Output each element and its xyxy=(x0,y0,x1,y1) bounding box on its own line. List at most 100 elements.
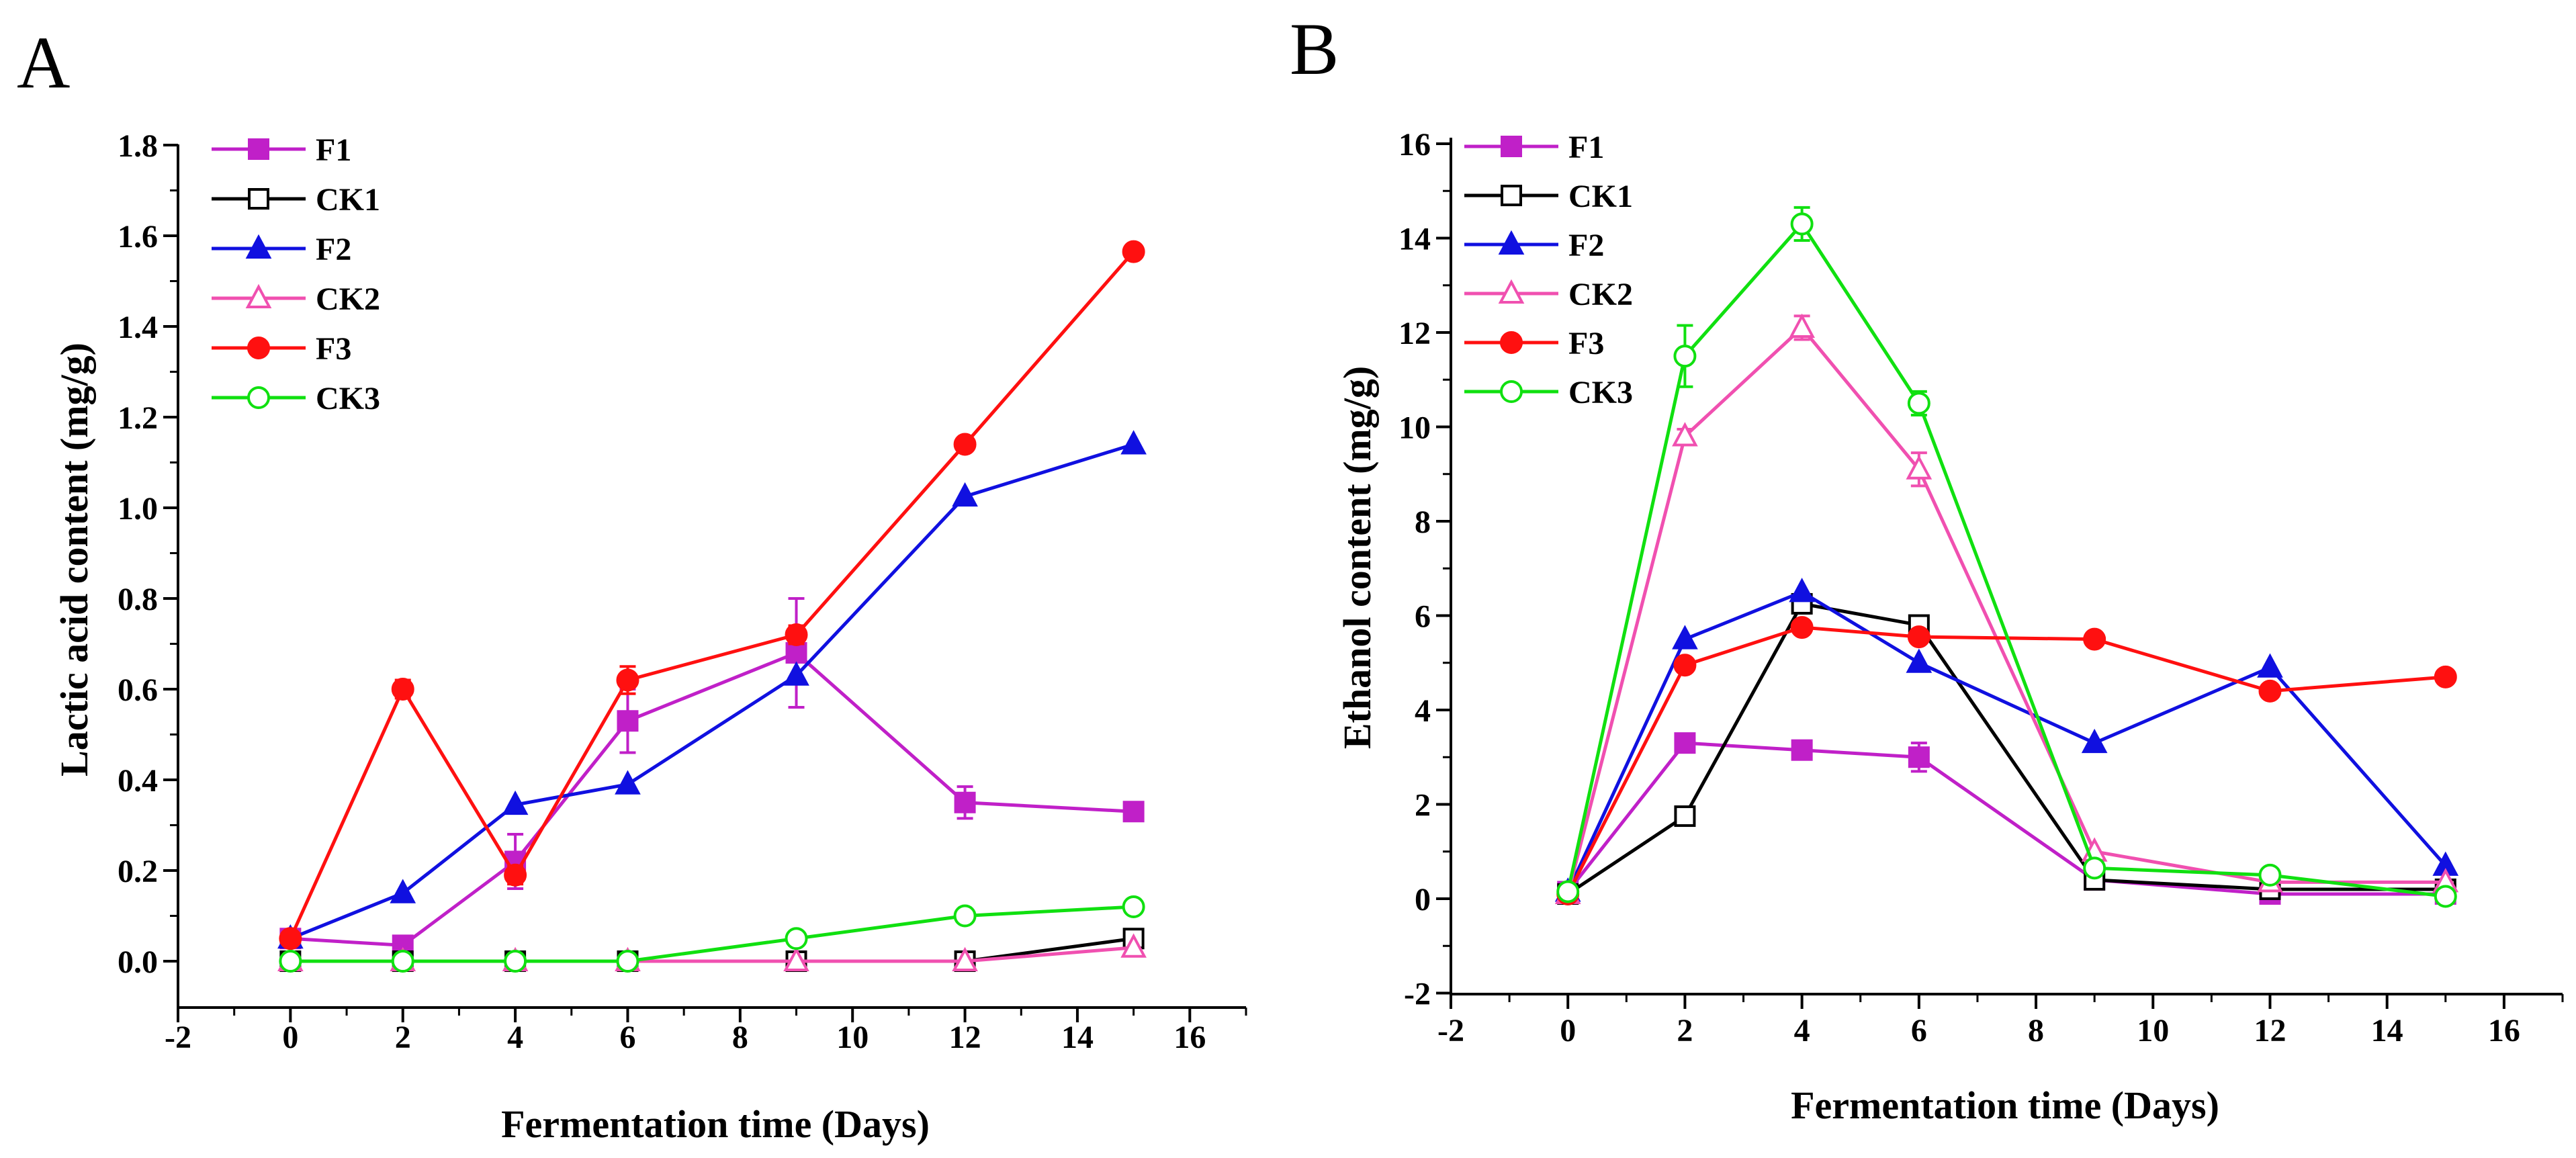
legend: F1 CK1 F2 CK2 F3 CK3 xyxy=(212,132,380,416)
series-line xyxy=(290,443,1135,940)
data-point xyxy=(1790,616,1814,639)
data-point xyxy=(502,790,529,815)
data-point xyxy=(390,879,416,903)
panel-b-letter: B xyxy=(1290,8,1339,90)
data-point xyxy=(504,950,527,973)
data-point xyxy=(952,946,978,971)
panel-b: B -2 0 2 4 6 8 10 12 14 16 -2 0 2 4 6 8 10 12 14 16 F1 CK1 F2 C… xyxy=(1290,8,2564,1127)
data-point xyxy=(1908,746,1930,768)
legend-label: F3 xyxy=(1568,326,1604,361)
data-point xyxy=(617,710,639,732)
y-tick-label: 1.4 xyxy=(118,310,158,345)
x-tick-label: 4 xyxy=(507,1020,523,1055)
series-line xyxy=(1566,602,2446,896)
legend-item: F1 xyxy=(212,132,351,168)
series-line xyxy=(290,651,1134,947)
data-point xyxy=(1673,345,1697,368)
data-point xyxy=(616,668,639,692)
panel-a-ylabel: Lactic acid content (mg/g) xyxy=(52,343,96,776)
y-tick-label: 1.0 xyxy=(118,491,158,527)
legend-item: CK1 xyxy=(212,182,380,218)
data-point xyxy=(1122,801,1145,823)
data-point xyxy=(1120,933,1147,958)
x-tick-label: -2 xyxy=(165,1020,191,1055)
data-point xyxy=(2434,885,2457,908)
data-point xyxy=(2434,665,2457,688)
series-line xyxy=(1566,221,2446,898)
data-point xyxy=(785,642,807,664)
x-tick-label: 12 xyxy=(2254,1013,2286,1049)
series-f3 xyxy=(279,240,1145,950)
legend-label: F3 xyxy=(316,331,351,367)
data-point xyxy=(2083,856,2106,880)
y-tick-label: 10 xyxy=(1398,410,1431,446)
y-tick-label: 4 xyxy=(1415,693,1431,729)
y-tick-label: 6 xyxy=(1415,599,1431,635)
legend-item: CK2 xyxy=(1464,277,1633,312)
legend-item: F2 xyxy=(212,232,351,267)
data-point xyxy=(1907,392,1930,415)
legend-item: F1 xyxy=(1464,130,1604,165)
data-point xyxy=(2257,653,2283,678)
data-point xyxy=(1906,648,1933,673)
y-tick-label: 1.8 xyxy=(118,128,158,164)
legend-marker xyxy=(248,138,269,160)
x-tick-label: 0 xyxy=(1560,1013,1576,1049)
panel-a: A 0.0 0.2 0.4 0.6 0.8 1.0 1.2 1.4 1.6 1.8 -2 0 2 4 6 8 1… xyxy=(17,21,1247,1146)
data-point xyxy=(1790,212,1814,236)
panel-b-ylabel: Ethanol content (mg/g) xyxy=(1335,366,1379,749)
legend-item: F3 xyxy=(212,331,351,367)
y-tick-label: 0.2 xyxy=(118,854,158,889)
data-point xyxy=(1791,739,1813,761)
data-point xyxy=(2083,627,2106,651)
y-tick-label: 16 xyxy=(1398,127,1431,163)
legend-label: CK1 xyxy=(1568,179,1633,214)
data-point xyxy=(279,950,302,973)
legend-marker xyxy=(1498,230,1525,255)
data-point xyxy=(279,927,302,950)
x-tick-label: 4 xyxy=(1794,1013,1810,1049)
legend-label: F1 xyxy=(316,132,351,168)
data-point xyxy=(616,950,639,973)
x-tick-label: -2 xyxy=(1437,1013,1464,1049)
legend-marker xyxy=(1500,331,1523,354)
legend-marker xyxy=(248,188,269,210)
x-tick-label: 14 xyxy=(2371,1013,2403,1049)
x-tick-label: 10 xyxy=(2137,1013,2169,1049)
legend-label: CK3 xyxy=(1568,375,1633,410)
data-point xyxy=(2081,728,2108,754)
legend-marker xyxy=(1501,136,1522,157)
data-point xyxy=(1674,805,1696,828)
y-tick-label: 1.6 xyxy=(118,219,158,255)
panel-b-plot: -2 0 2 4 6 8 10 12 14 16 -2 0 2 4 6 8 10 12 14 16 F1 CK1 F2 CK2… xyxy=(1398,127,2564,1049)
data-point xyxy=(391,950,414,973)
data-point xyxy=(953,433,977,456)
y-tick-label: -2 xyxy=(1404,977,1431,1012)
x-tick-label: 2 xyxy=(395,1020,411,1055)
series-line xyxy=(1566,325,2446,895)
data-point xyxy=(391,678,414,701)
series-f3 xyxy=(1556,616,2457,905)
legend-marker xyxy=(247,337,270,359)
legend-marker xyxy=(1498,279,1525,304)
data-point xyxy=(1789,578,1815,603)
legend-marker xyxy=(245,283,272,308)
data-point xyxy=(1122,895,1145,918)
data-point xyxy=(2258,679,2282,703)
data-point xyxy=(615,770,641,795)
series-ck3 xyxy=(1556,206,2457,908)
panel-a-xlabel: Fermentation time (Days) xyxy=(501,1102,930,1146)
data-point xyxy=(1673,654,1697,677)
legend-item: CK3 xyxy=(212,381,380,416)
data-point xyxy=(1122,240,1145,263)
legend-item: F3 xyxy=(1464,326,1604,361)
y-tick-label: 0.8 xyxy=(118,582,158,617)
legend-label: CK2 xyxy=(316,281,380,317)
data-point xyxy=(1672,422,1698,447)
x-tick-label: 14 xyxy=(1061,1020,1094,1055)
series-line xyxy=(1566,741,2446,896)
data-point xyxy=(1556,880,1580,903)
data-point xyxy=(1120,430,1147,455)
data-point xyxy=(1789,313,1815,338)
